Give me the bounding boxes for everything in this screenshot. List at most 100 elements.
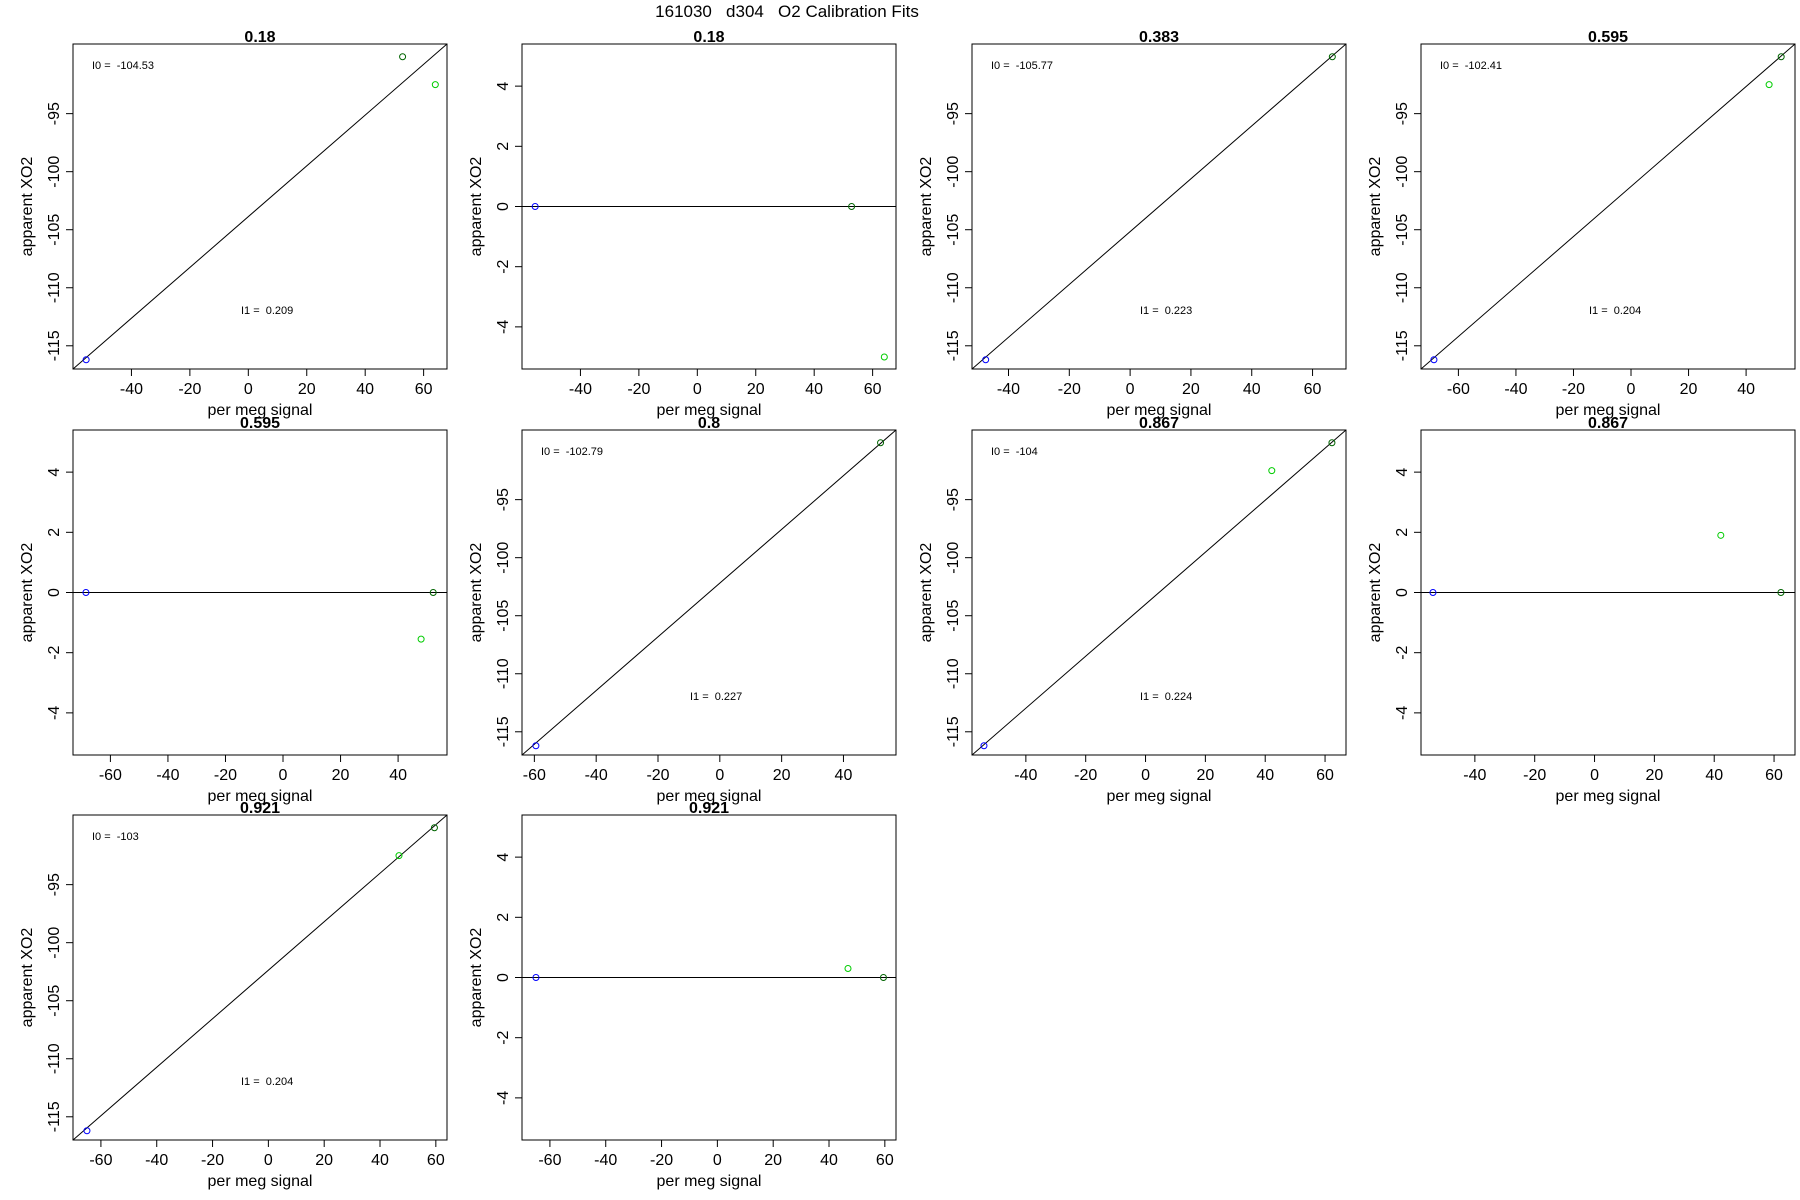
y-tick-label: -115 xyxy=(46,330,63,361)
data-point-high xyxy=(879,974,887,981)
y-tick-label: -2 xyxy=(495,259,512,273)
x-tick-label: 0 xyxy=(264,1152,273,1169)
annotation-i1: I1 = 0.204 xyxy=(241,1076,293,1088)
fit-line xyxy=(73,815,447,1140)
data-point-calibration xyxy=(844,964,852,972)
x-tick-label: -60 xyxy=(99,767,122,784)
panel-title: 0.18 xyxy=(693,29,724,46)
y-tick-label: -100 xyxy=(495,542,512,574)
x-axis-label: per meg signal xyxy=(208,402,313,419)
annotation-i0: I0 = -104.53 xyxy=(92,60,154,72)
data-point-calibration xyxy=(417,635,425,643)
y-axis-label: apparent XO2 xyxy=(1367,543,1384,643)
x-tick-label: -40 xyxy=(120,381,143,398)
x-tick-label: -40 xyxy=(1463,767,1486,784)
y-tick-label: 4 xyxy=(495,853,512,862)
panel-title: 0.867 xyxy=(1588,415,1628,432)
annotation-i0: I0 = -104 xyxy=(991,446,1038,458)
x-tick-label: 0 xyxy=(279,767,288,784)
panel-title: 0.595 xyxy=(240,415,280,432)
x-tick-label: 40 xyxy=(371,1152,389,1169)
data-point-calibration xyxy=(395,852,403,860)
data-point-high xyxy=(430,824,438,832)
x-tick-label: -40 xyxy=(156,767,179,784)
chart-panel: -40 -20 0 20 40 60 -115 -110 -105 -100 -95 per meg … xyxy=(918,415,1347,805)
y-axis-label: apparent XO2 xyxy=(918,157,935,257)
x-tick-label: -40 xyxy=(594,1152,617,1169)
x-tick-label: 20 xyxy=(1645,767,1663,784)
data-point-high xyxy=(429,589,437,596)
annotation-label: I1 = xyxy=(1140,691,1162,703)
x-tick-label: -40 xyxy=(569,381,592,398)
annotation-value: -105.77 xyxy=(1016,60,1053,72)
data-point-calibration xyxy=(431,81,439,89)
x-tick-label: -60 xyxy=(89,1152,112,1169)
x-tick-label: 0 xyxy=(1590,767,1599,784)
chart-panel: -40 -20 0 20 40 60 -115 -110 -105 -100 -95 per meg … xyxy=(918,29,1347,419)
chart-panel: -60 -40 -20 0 20 40 -115 -110 -105 -100 -95 per meg… xyxy=(1367,29,1796,419)
y-tick-label: 0 xyxy=(46,588,63,597)
data-point-calibration xyxy=(1717,531,1725,539)
x-axis-label: per meg signal xyxy=(1107,788,1212,805)
data-point-reference xyxy=(82,589,90,596)
chart-panel: -40 -20 0 20 40 60 -115 -110 -105 -100 -95 per meg … xyxy=(19,29,448,419)
x-tick-label: 0 xyxy=(244,381,253,398)
x-tick-label: -60 xyxy=(523,767,546,784)
y-tick-label: -100 xyxy=(46,156,63,188)
data-point-reference xyxy=(1429,589,1437,596)
y-tick-label: -115 xyxy=(46,1101,63,1132)
x-tick-label: -20 xyxy=(1074,767,1097,784)
y-tick-label: -95 xyxy=(1394,102,1411,125)
annotation-i1: I1 = 0.223 xyxy=(1140,305,1192,317)
x-tick-label: 60 xyxy=(415,381,433,398)
fit-line xyxy=(73,44,447,369)
annotation-value: 0.227 xyxy=(715,691,743,703)
x-tick-label: -40 xyxy=(997,381,1020,398)
y-tick-label: -4 xyxy=(46,706,63,720)
x-axis-label: per meg signal xyxy=(657,788,762,805)
panel-title: 0.867 xyxy=(1139,415,1179,432)
chart-panel: -60 -40 -20 0 20 40 60 -115 -110 -105 -100 -95 per m… xyxy=(19,800,448,1190)
data-point-high xyxy=(1777,53,1785,61)
y-tick-label: 2 xyxy=(495,913,512,922)
y-tick-label: -2 xyxy=(495,1030,512,1044)
annotation-label: I1 = xyxy=(1140,305,1162,317)
data-point-calibration xyxy=(1765,81,1773,89)
panel-title: 0.18 xyxy=(244,29,275,46)
y-tick-label: 4 xyxy=(46,468,63,477)
annotation-label: I1 = xyxy=(690,691,712,703)
data-point-reference xyxy=(532,742,540,750)
y-tick-label: -4 xyxy=(495,1091,512,1105)
y-tick-label: -115 xyxy=(945,716,962,747)
x-tick-label: -20 xyxy=(646,767,669,784)
y-axis-label: apparent XO2 xyxy=(468,928,485,1028)
y-tick-label: -95 xyxy=(46,873,63,896)
x-tick-label: 60 xyxy=(876,1152,894,1169)
x-axis-label: per meg signal xyxy=(1556,788,1661,805)
y-axis-label: apparent XO2 xyxy=(19,157,36,257)
data-point-high xyxy=(848,203,856,210)
y-tick-label: 0 xyxy=(1394,588,1411,597)
data-point-reference xyxy=(980,742,988,750)
y-tick-label: 0 xyxy=(495,973,512,982)
y-tick-label: -2 xyxy=(46,645,63,659)
x-axis-label: per meg signal xyxy=(1107,402,1212,419)
figure-title: 161030 d304 O2 Calibration Fits xyxy=(655,2,919,21)
x-tick-label: -20 xyxy=(1058,381,1081,398)
x-tick-label: 0 xyxy=(693,381,702,398)
x-tick-label: -40 xyxy=(1014,767,1037,784)
fit-line xyxy=(972,44,1346,369)
panel-title: 0.8 xyxy=(698,415,720,432)
data-point-reference xyxy=(1430,356,1438,364)
x-tick-label: 20 xyxy=(773,767,791,784)
y-tick-label: -100 xyxy=(1394,156,1411,188)
x-tick-label: -40 xyxy=(145,1152,168,1169)
annotation-i1: I1 = 0.209 xyxy=(241,305,293,317)
data-point-calibration xyxy=(1268,467,1276,475)
data-point-calibration xyxy=(880,353,888,361)
annotation-value: -103 xyxy=(117,831,139,843)
annotation-i1: I1 = 0.227 xyxy=(690,691,742,703)
x-axis-label: per meg signal xyxy=(208,788,313,805)
